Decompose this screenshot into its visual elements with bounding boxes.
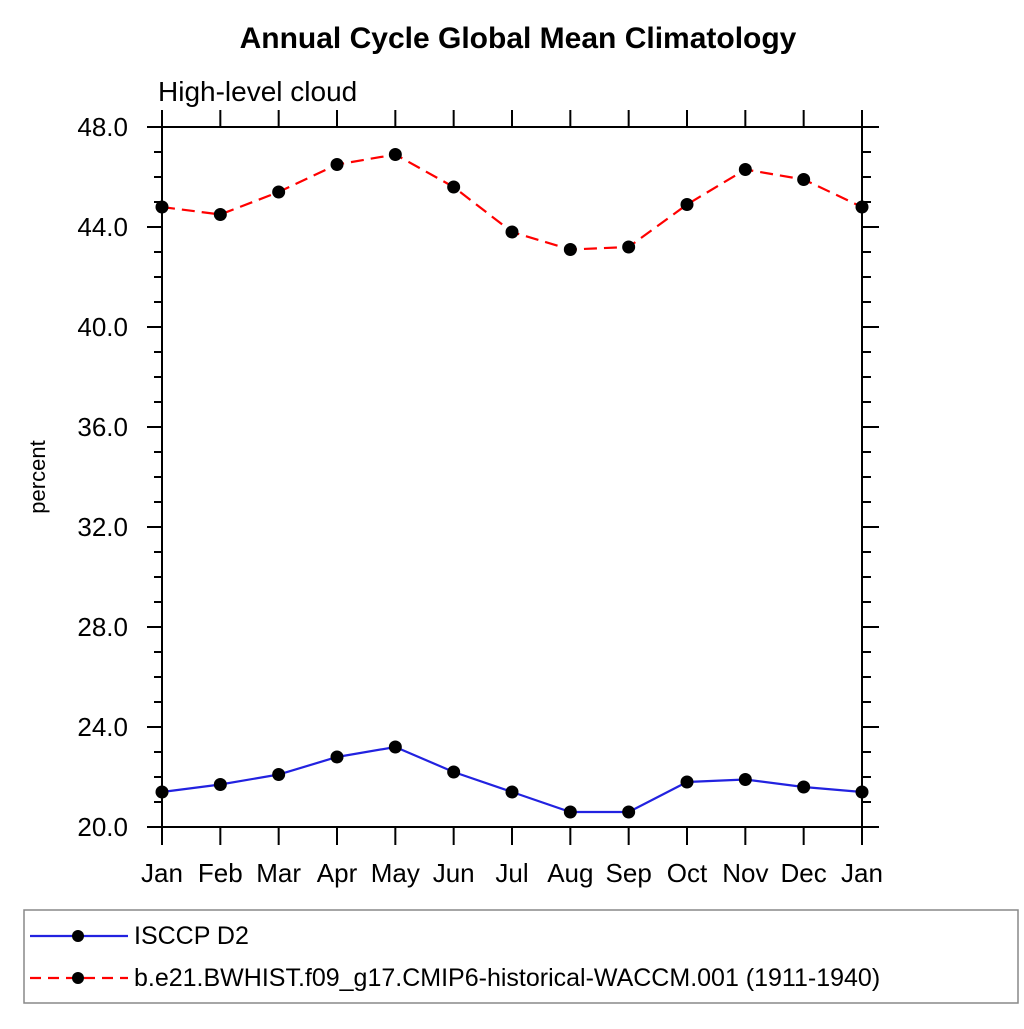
- data-point-marker: [797, 780, 811, 794]
- x-tick-label: Dec: [781, 858, 827, 888]
- data-point-marker: [680, 775, 694, 789]
- x-tick-label: Sep: [606, 858, 652, 888]
- data-point-marker: [855, 785, 869, 799]
- data-point-marker: [622, 240, 636, 254]
- x-tick-label: Apr: [317, 858, 358, 888]
- data-point-marker: [155, 200, 169, 214]
- x-tick-label: Mar: [256, 858, 301, 888]
- y-tick-label: 48.0: [77, 112, 128, 142]
- data-point-marker: [738, 163, 752, 176]
- data-point-marker: [680, 198, 694, 211]
- data-point-marker: [330, 158, 344, 171]
- series-line-isccp: [161, 745, 863, 814]
- axis-ticks: [147, 110, 879, 845]
- data-point-marker: [213, 208, 227, 221]
- x-tick-label: Aug: [547, 858, 593, 888]
- data-point-marker: [505, 785, 519, 799]
- y-tick-label: 28.0: [77, 612, 128, 642]
- data-point-marker: [272, 768, 286, 781]
- data-point-marker: [330, 750, 344, 764]
- data-point-marker: [797, 173, 811, 186]
- legend-label-model: b.e21.BWHIST.f09_g17.CMIP6-historical-WA…: [134, 964, 880, 992]
- x-tick-label: Jun: [433, 858, 475, 888]
- data-point-marker: [388, 740, 402, 754]
- legend-entry-isccp: ISCCP D2: [30, 922, 249, 950]
- x-tick-label: Jan: [841, 858, 883, 888]
- y-tick-labels: 20.0 24.0 28.0 32.0 36.0 40.0 44.0 48.0: [77, 112, 128, 842]
- legend-marker-circle: [72, 930, 84, 942]
- y-axis-label: percent: [25, 440, 50, 513]
- data-point-marker: [272, 185, 286, 199]
- y-tick-label: 44.0: [77, 212, 128, 242]
- data-point-marker: [622, 805, 636, 819]
- y-tick-label: 36.0: [77, 412, 128, 442]
- y-tick-label: 20.0: [77, 812, 128, 842]
- y-tick-label: 40.0: [77, 312, 128, 342]
- x-tick-label: Jan: [141, 858, 183, 888]
- legend-entry-model: b.e21.BWHIST.f09_g17.CMIP6-historical-WA…: [30, 964, 880, 992]
- legend-marker-circle: [72, 972, 84, 984]
- x-tick-label: Nov: [722, 858, 768, 888]
- data-point-marker: [738, 773, 752, 786]
- legend-box: [23, 909, 1019, 1004]
- legend-label-isccp: ISCCP D2: [134, 922, 249, 950]
- plot-border: [161, 126, 863, 828]
- x-tick-labels: Jan Feb Mar Apr May Jun Jul Aug Sep Oct Nov Dec Jan: [141, 858, 883, 888]
- chart-title: Annual Cycle Global Mean Climatology: [240, 22, 797, 55]
- data-point-marker: [155, 785, 169, 799]
- legend: ISCCP D2 b.e21.BWHIST.f09_g17.CMIP6-hist…: [23, 909, 1019, 1004]
- data-point-marker: [447, 765, 461, 779]
- x-tick-label: Jul: [495, 858, 528, 888]
- data-point-marker: [855, 200, 869, 214]
- y-tick-label: 32.0: [77, 512, 128, 542]
- data-point-marker: [388, 148, 402, 161]
- plot-frame: [161, 126, 863, 828]
- data-point-marker: [213, 778, 227, 791]
- x-tick-label: Oct: [667, 858, 708, 888]
- data-point-marker: [563, 243, 577, 256]
- data-point-marker: [447, 180, 461, 194]
- x-tick-label: Feb: [198, 858, 243, 888]
- x-tick-label: May: [371, 858, 420, 888]
- chart-subtitle: High-level cloud: [158, 76, 357, 107]
- data-series: [155, 148, 869, 819]
- data-point-marker: [563, 805, 577, 819]
- y-tick-label: 24.0: [77, 712, 128, 742]
- data-point-marker: [505, 225, 519, 239]
